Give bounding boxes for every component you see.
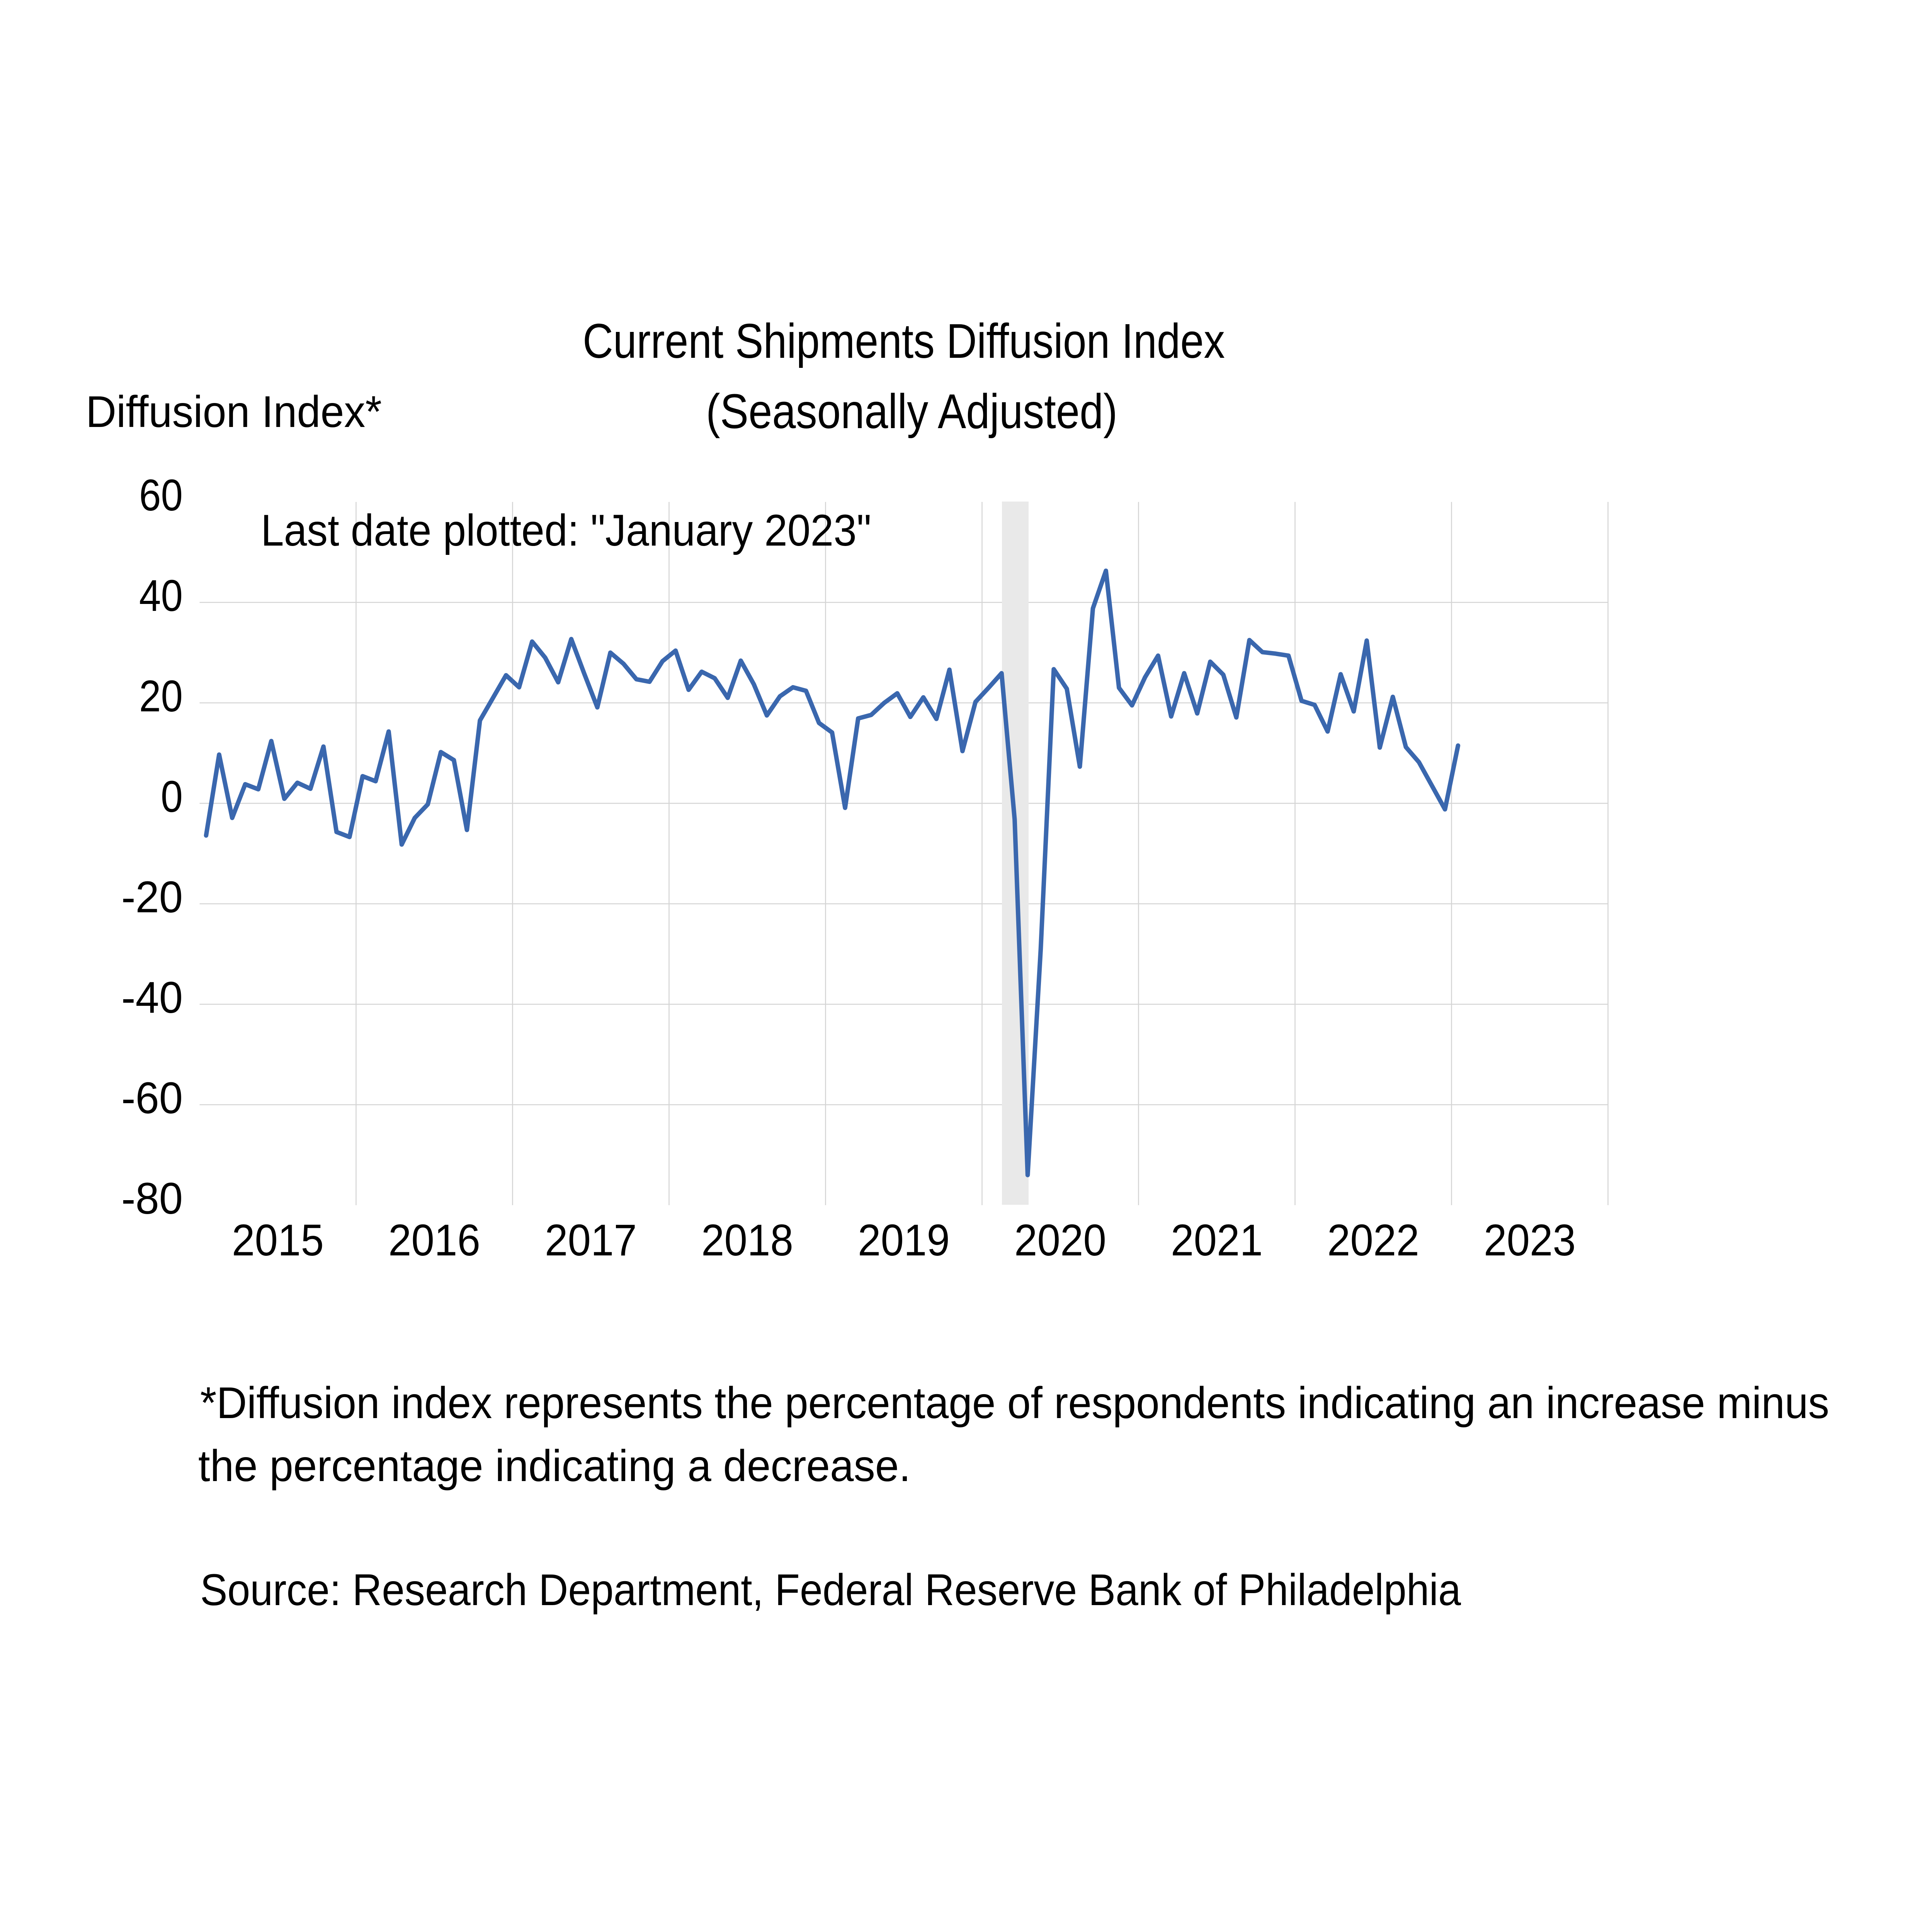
svg-text:Diffusion Index*: Diffusion Index* <box>86 387 382 437</box>
svg-text:40: 40 <box>139 571 183 621</box>
svg-text:0: 0 <box>161 772 183 821</box>
svg-text:the percentage indicating a de: the percentage indicating a decrease. <box>198 1441 911 1491</box>
svg-text:Last date plotted: "January 20: Last date plotted: "January 2023" <box>261 506 871 555</box>
svg-text:20: 20 <box>139 672 183 721</box>
svg-text:2018: 2018 <box>701 1216 793 1265</box>
svg-text:-80: -80 <box>121 1174 183 1223</box>
svg-text:2023: 2023 <box>1484 1216 1576 1265</box>
svg-text:-40: -40 <box>121 973 183 1022</box>
svg-text:2017: 2017 <box>545 1216 637 1265</box>
svg-text:-20: -20 <box>121 872 183 922</box>
svg-text:2020: 2020 <box>1014 1216 1106 1265</box>
svg-text:60: 60 <box>139 471 183 520</box>
svg-text:2019: 2019 <box>858 1216 950 1265</box>
svg-text:2021: 2021 <box>1171 1216 1263 1265</box>
svg-text:*Diffusion index represents th: *Diffusion index represents the percenta… <box>200 1378 1829 1428</box>
svg-text:2016: 2016 <box>388 1216 480 1265</box>
svg-text:Source: Research Department, F: Source: Research Department, Federal Res… <box>200 1565 1461 1615</box>
svg-text:Current Shipments Diffusion In: Current Shipments Diffusion Index <box>583 314 1225 368</box>
svg-text:-60: -60 <box>121 1073 183 1123</box>
svg-text:(Seasonally Adjusted): (Seasonally Adjusted) <box>706 384 1117 439</box>
svg-text:2015: 2015 <box>232 1216 324 1265</box>
svg-text:2022: 2022 <box>1327 1216 1419 1265</box>
